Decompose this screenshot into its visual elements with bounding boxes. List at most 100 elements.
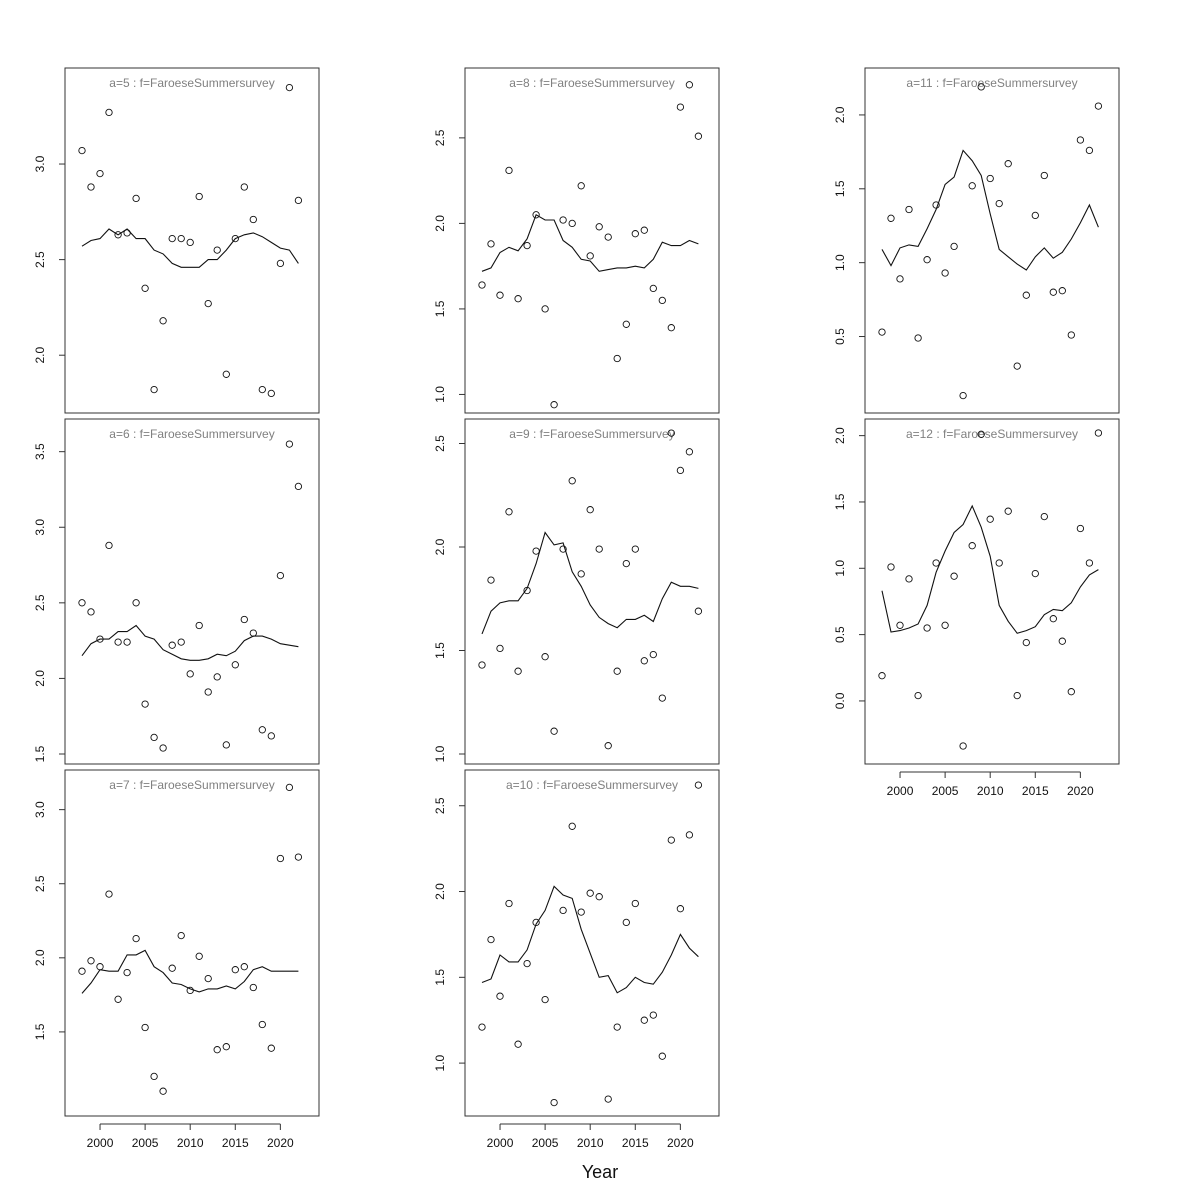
- observed-point: [532, 211, 540, 219]
- observed-point: [568, 219, 576, 228]
- x-tick-label: 2010: [177, 1136, 204, 1150]
- observed-point: [1031, 569, 1039, 578]
- observed-point: [267, 389, 275, 398]
- observed-point: [577, 182, 585, 190]
- y-tick-label: 2.0: [433, 538, 447, 555]
- x-tick-label: 2000: [87, 1136, 114, 1150]
- observed-point: [186, 670, 194, 678]
- observed-point: [159, 744, 167, 752]
- observed-point: [1013, 691, 1021, 700]
- observed-point: [487, 935, 495, 944]
- observed-point: [96, 635, 104, 643]
- panel-title: a=7 : f=FaroeseSummersurvey: [109, 778, 274, 792]
- panel-frame: [64, 418, 320, 765]
- observed-point: [523, 241, 531, 250]
- observed-point: [168, 964, 176, 972]
- observed-point: [1049, 288, 1057, 296]
- x-tick-label: 2020: [667, 1136, 694, 1150]
- x-tick-label: 2005: [132, 1136, 159, 1150]
- observed-point: [550, 1098, 558, 1107]
- observed-point: [123, 968, 131, 977]
- panel-frame: [464, 769, 720, 1117]
- observed-point: [896, 275, 904, 283]
- panel-5: a=9 : f=FaroeseSummersurvey 1.0 1.5 2.0 2.5: [433, 418, 720, 765]
- observed-point: [622, 559, 630, 568]
- observed-point: [613, 354, 621, 363]
- observed-point: [586, 252, 594, 260]
- observed-point: [887, 563, 895, 571]
- observed-point: [105, 541, 113, 550]
- observed-point: [1004, 507, 1012, 515]
- observed-point: [995, 199, 1003, 208]
- y-tick-label: 3.0: [33, 519, 47, 536]
- observed-point: [249, 983, 257, 992]
- panel-title: a=9 : f=FaroeseSummersurvey: [509, 427, 674, 441]
- observed-point: [294, 196, 303, 205]
- panel-title: a=6 : f=FaroeseSummersurvey: [109, 427, 274, 441]
- observed-point: [568, 822, 576, 830]
- observed-point: [959, 742, 967, 750]
- observed-point: [685, 831, 694, 839]
- observed-point: [622, 918, 630, 927]
- observed-point: [87, 608, 95, 616]
- observed-point: [150, 1072, 158, 1081]
- y-tick-label: 0.5: [833, 328, 847, 345]
- observed-point: [595, 893, 603, 901]
- observed-point: [505, 508, 513, 516]
- observed-point: [550, 727, 558, 735]
- observed-point: [541, 653, 549, 661]
- observed-point: [577, 908, 585, 916]
- observed-point: [114, 995, 122, 1003]
- observed-point: [1049, 615, 1057, 623]
- observed-point: [96, 963, 104, 971]
- observed-point: [240, 615, 248, 624]
- observed-point: [1085, 559, 1094, 567]
- panel-frame: [64, 67, 320, 414]
- observed-point: [896, 621, 904, 629]
- observed-point: [541, 305, 549, 313]
- observed-point: [177, 931, 185, 940]
- y-tick-label: 1.0: [833, 560, 847, 577]
- observed-point: [631, 230, 639, 238]
- observed-point: [622, 320, 630, 328]
- panel-7: a=11 : f=FaroeseSummersurvey 0.5 1.0 1.5 2.0: [833, 67, 1120, 414]
- observed-point: [1022, 291, 1030, 299]
- observed-point: [1076, 136, 1085, 144]
- observed-point: [676, 905, 685, 913]
- observed-point: [258, 385, 266, 394]
- observed-point: [114, 231, 122, 239]
- y-tick-label: 2.0: [433, 215, 447, 232]
- panel-1: a=5 : f=FaroeseSummersurvey 2.0 2.5 3.0: [33, 67, 320, 414]
- observed-point: [1031, 211, 1039, 220]
- observed-point: [649, 1011, 657, 1019]
- observed-point: [613, 667, 621, 675]
- observed-point: [1004, 160, 1012, 168]
- observed-point: [487, 240, 495, 248]
- observed-point: [249, 629, 257, 637]
- observed-point: [658, 1052, 666, 1060]
- observed-point: [694, 607, 703, 615]
- observed-point: [276, 571, 285, 580]
- panel-frame: [864, 418, 1120, 765]
- observed-point: [105, 108, 113, 117]
- observed-point: [177, 234, 185, 243]
- y-tick-label: 2.5: [433, 129, 447, 146]
- panel-title: a=5 : f=FaroeseSummersurvey: [109, 76, 274, 90]
- observed-point: [631, 899, 639, 908]
- y-tick-label: 3.0: [33, 155, 47, 172]
- observed-point: [285, 440, 294, 448]
- y-tick-label: 2.0: [833, 106, 847, 123]
- observed-point: [132, 599, 140, 607]
- y-tick-label: 2.5: [433, 435, 447, 452]
- observed-point: [986, 515, 994, 523]
- x-axis: 2000 2005 2010 2015 2020: [487, 1123, 694, 1150]
- observed-point: [478, 281, 486, 289]
- observed-point: [604, 1095, 612, 1103]
- y-tick-label: 1.0: [433, 1054, 447, 1071]
- observed-point: [694, 781, 703, 789]
- observed-point: [550, 401, 558, 409]
- y-tick-label: 1.0: [433, 745, 447, 762]
- observed-point: [923, 256, 931, 264]
- observed-point: [222, 370, 230, 378]
- observed-point: [878, 672, 886, 680]
